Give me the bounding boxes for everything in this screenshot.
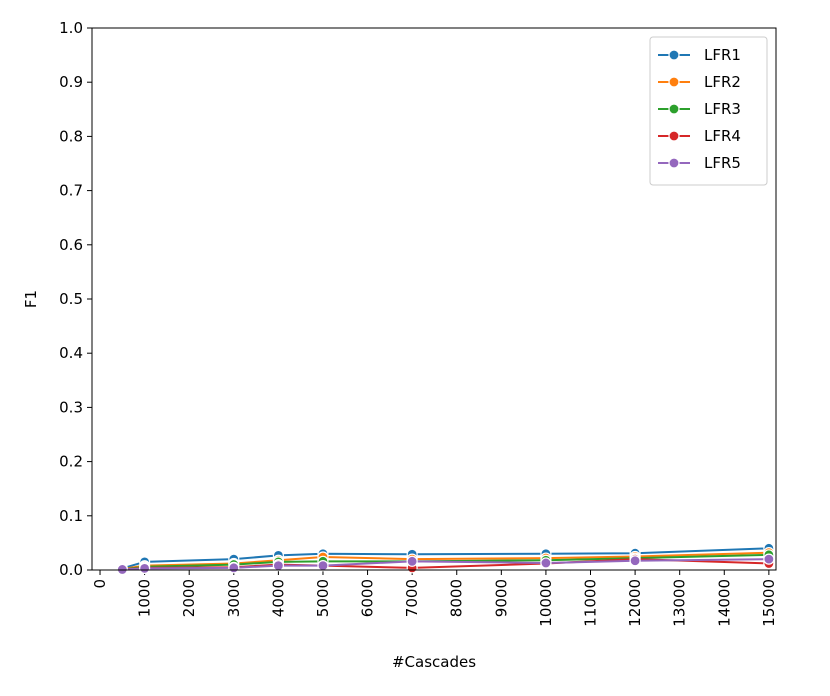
legend-label: LFR3 (704, 100, 741, 118)
y-tick-label: 0.6 (59, 236, 83, 254)
x-tick-label: 3000 (225, 579, 243, 617)
x-tick-label: 11000 (582, 579, 600, 627)
x-tick-label: 7000 (403, 579, 421, 617)
point (540, 557, 552, 569)
x-tick-label: 12000 (626, 579, 644, 627)
legend-marker (668, 103, 680, 115)
y-tick-label: 0.2 (59, 453, 83, 471)
x-tick-label: 10000 (537, 579, 555, 627)
point (272, 560, 284, 572)
point (228, 562, 240, 574)
y-tick-label: 0.8 (59, 127, 83, 145)
y-axis-label: F1 (22, 290, 40, 308)
point (629, 555, 641, 567)
point (139, 562, 151, 574)
x-tick-label: 6000 (359, 579, 377, 617)
point (317, 560, 329, 572)
x-tick-label: 0 (91, 579, 109, 589)
x-tick-label: 13000 (671, 579, 689, 627)
y-tick-label: 1.0 (59, 19, 83, 37)
point (763, 553, 775, 565)
legend-marker (668, 49, 680, 61)
x-tick-label: 2000 (180, 579, 198, 617)
y-tick-label: 0.7 (59, 182, 83, 200)
point (406, 555, 418, 567)
y-tick-label: 0.3 (59, 398, 83, 416)
x-axis-label: #Cascades (392, 653, 476, 671)
legend-label: LFR4 (704, 127, 741, 145)
x-tick-label: 8000 (448, 579, 466, 617)
legend-box (649, 36, 768, 186)
legend-label: LFR5 (704, 154, 741, 172)
x-tick-label: 15000 (760, 579, 778, 627)
y-tick-label: 0.5 (59, 290, 83, 308)
y-tick-label: 0.9 (59, 73, 83, 91)
legend-label: LFR2 (704, 73, 741, 91)
x-tick-label: 4000 (269, 579, 287, 617)
legend-marker (668, 157, 680, 169)
x-tick-label: 14000 (715, 579, 733, 627)
x-tick-label: 1000 (136, 579, 154, 617)
x-tick-label: 9000 (492, 579, 510, 617)
legend-marker (668, 130, 680, 142)
legend-label: LFR1 (704, 46, 741, 64)
x-tick-label: 5000 (314, 579, 332, 617)
y-tick-label: 0.0 (59, 561, 83, 579)
y-tick-label: 0.4 (59, 344, 83, 362)
point (116, 563, 128, 576)
legend: LFR1 LFR2 LFR3 LFR4 LFR5 (649, 36, 768, 186)
legend-marker (668, 76, 680, 88)
y-tick-label: 0.1 (59, 507, 83, 525)
axes-frame (91, 27, 777, 571)
